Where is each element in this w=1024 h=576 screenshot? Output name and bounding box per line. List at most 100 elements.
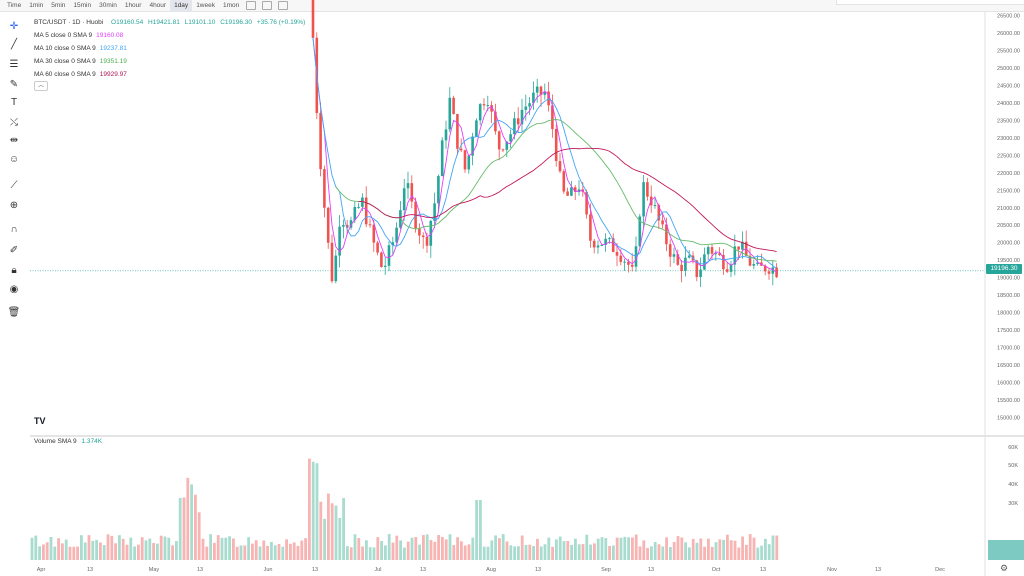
symbol-row: BTC/USDT · 1D · Huobi O19160.54 H19421.8…: [34, 16, 308, 29]
candle-body: [353, 206, 357, 221]
symbol-label[interactable]: BTC/USDT · 1D · Huobi: [34, 19, 104, 26]
tf-time[interactable]: Time: [7, 1, 22, 9]
volume-tick-label: 30K: [1008, 501, 1018, 507]
volume-tick-label: 60K: [1008, 445, 1018, 451]
ruler-icon[interactable]: ⟋: [10, 180, 18, 191]
volume-axis-marker: [988, 540, 1024, 560]
volume-bar: [581, 544, 585, 560]
candle-body: [646, 182, 649, 197]
volume-bar: [76, 546, 79, 560]
volume-bar: [197, 512, 201, 560]
zoom-icon[interactable]: ⊕: [9, 200, 19, 211]
volume-bar: [577, 544, 581, 560]
ma60-line: [358, 147, 777, 252]
candle-body: [695, 260, 699, 277]
candle-body: [573, 187, 577, 192]
candle-body: [376, 242, 379, 253]
volume-bar: [699, 538, 703, 560]
tf-1week[interactable]: 1week: [196, 1, 215, 9]
tf-1min[interactable]: 1min: [29, 1, 44, 9]
tradingview-logo[interactable]: TV: [34, 416, 46, 426]
measure-icon[interactable]: ⇹: [9, 135, 19, 146]
brush-icon[interactable]: ✎: [9, 79, 19, 90]
candle-body: [592, 240, 596, 248]
volume-bar: [61, 543, 64, 560]
time-tick-label: Nov: [827, 567, 837, 573]
price-tick-label: 20000.00: [997, 241, 1020, 247]
tf-1mon[interactable]: 1mon: [222, 1, 240, 9]
emoji-icon[interactable]: ☺: [8, 154, 20, 165]
trend-line-icon[interactable]: ╱: [10, 39, 18, 50]
volume-bar: [422, 535, 425, 560]
volume-bar: [490, 540, 494, 560]
volume-bar: [277, 544, 281, 560]
volume-bar: [194, 494, 197, 560]
lock-draw-icon[interactable]: ✐: [9, 245, 19, 256]
volume-bar: [528, 544, 532, 560]
volume-bar: [767, 544, 771, 560]
candle-body: [330, 242, 334, 282]
tf-4hour[interactable]: 4hour: [149, 1, 167, 9]
volume-bar: [433, 541, 437, 560]
volume-bar: [289, 543, 292, 560]
ma10-row[interactable]: MA 10 close 0 SMA 9 19237.81: [34, 42, 308, 55]
trash-icon[interactable]: 🗑︎: [7, 307, 21, 318]
magnet-icon[interactable]: ∩: [10, 224, 18, 235]
chart-type-icon[interactable]: [246, 1, 257, 10]
candle-body: [323, 169, 326, 208]
volume-bar: [266, 545, 269, 560]
time-tick-label: 13: [875, 567, 881, 573]
pattern-icon[interactable]: ⤯: [10, 117, 18, 128]
volume-bar: [695, 542, 699, 560]
candle-body: [653, 205, 657, 207]
ma60-row[interactable]: MA 60 close 0 SMA 9 19929.97: [34, 68, 308, 81]
ma5-row[interactable]: MA 5 close 0 SMA 9 19160.08: [34, 29, 308, 42]
tf-1hour[interactable]: 1hour: [124, 1, 142, 9]
candle-body: [334, 255, 338, 282]
candle-body: [706, 247, 710, 255]
candle-body: [361, 197, 364, 207]
crosshair-icon[interactable]: ✛: [9, 21, 19, 32]
time-tick-label: 13: [197, 567, 203, 573]
candle-body: [437, 176, 440, 204]
volume-bar: [387, 534, 391, 560]
candle-body: [349, 220, 353, 228]
candle-body: [608, 238, 611, 240]
candle-body: [467, 155, 471, 170]
volume-bar: [726, 534, 729, 560]
chevron-up-icon[interactable]: ︿: [34, 81, 48, 91]
volume-bar: [722, 539, 725, 560]
settings-icon[interactable]: [262, 1, 273, 10]
ma10-value: 19237.81: [99, 45, 127, 52]
volume-bar: [110, 535, 114, 560]
candle-body: [570, 187, 573, 196]
tf-30min[interactable]: 30min: [99, 1, 117, 9]
volume-bar: [148, 538, 152, 560]
candle-body: [558, 161, 562, 172]
ma30-label: MA 30 close 0 SMA 9: [34, 58, 96, 65]
tf-1day[interactable]: 1day: [170, 0, 193, 12]
eye-icon[interactable]: ◉: [9, 284, 19, 295]
candle-body: [657, 205, 661, 221]
lock-icon[interactable]: 🔒︎: [11, 265, 17, 276]
volume-bar: [319, 501, 323, 560]
volume-bar: [315, 463, 319, 560]
fib-icon[interactable]: ☰: [9, 59, 19, 70]
price-tick-label: 22500.00: [997, 153, 1020, 159]
volume-bar: [505, 541, 509, 560]
ma30-row[interactable]: MA 30 close 0 SMA 9 19351.19: [34, 55, 308, 68]
volume-bar: [201, 538, 205, 560]
volume-bar: [38, 546, 41, 560]
text-icon[interactable]: T: [10, 97, 18, 108]
candle-body: [748, 255, 752, 266]
candle-body: [710, 247, 714, 254]
timeframe-toolbar: Time 1min 5min 15min 30min 1hour 4hour 1…: [0, 0, 1024, 12]
gear-icon[interactable]: ⚙: [1000, 563, 1009, 573]
candle-body: [680, 264, 683, 271]
tf-5min[interactable]: 5min: [51, 1, 66, 9]
fullscreen-icon[interactable]: [278, 1, 289, 10]
tf-15min[interactable]: 15min: [73, 1, 92, 9]
volume-bar: [608, 545, 611, 560]
